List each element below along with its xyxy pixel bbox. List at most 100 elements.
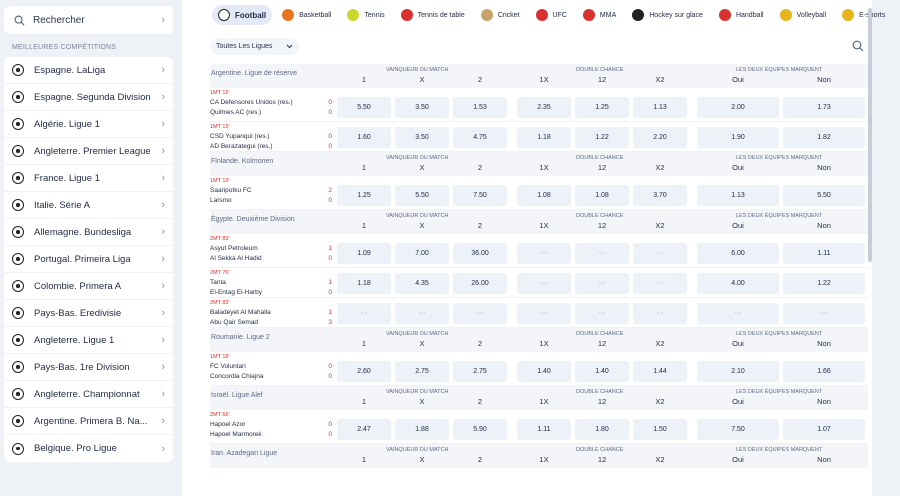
odds-button[interactable]: 3.50 [395, 97, 449, 118]
odds-button[interactable]: 1.09 [337, 243, 391, 264]
sport-tab[interactable]: Tennis [341, 5, 390, 25]
odds-button[interactable]: 2.47 [337, 419, 391, 440]
odds-button[interactable]: 1.18 [337, 273, 391, 294]
odds-button[interactable]: 5.50 [783, 185, 865, 206]
competition-item[interactable]: Belgique. Pro Ligue › [4, 435, 173, 462]
sport-tab[interactable]: Cricket [475, 5, 526, 25]
competition-item[interactable]: Pays-Bas. 1re Division › [4, 354, 173, 381]
scrollbar[interactable] [868, 8, 872, 262]
competition-item[interactable]: Italie. Série A › [4, 192, 173, 219]
match-row[interactable]: 2MT 76' Tanta El-Entag El-Harby 1 0 1.18 4.35 2… [210, 268, 868, 298]
odds-button[interactable]: -.- [337, 303, 391, 324]
sport-tab[interactable]: Volleyball [774, 5, 833, 25]
match-row[interactable]: 2MT 83' Asyut Petroleum Al Sekka Al Hadid 1… [210, 234, 868, 268]
odds-button[interactable]: -.- [783, 303, 865, 324]
odds-button[interactable]: 1.80 [575, 419, 629, 440]
sport-tab[interactable]: E-sports [836, 5, 891, 25]
odds-button[interactable]: 1.22 [783, 273, 865, 294]
competition-item[interactable]: Angleterre. Championnat › [4, 381, 173, 408]
league-name[interactable]: Argentine. Ligue de réserve [211, 70, 297, 77]
odds-button[interactable]: 2.75 [453, 361, 507, 382]
competition-item[interactable]: Colombie. Primera A › [4, 273, 173, 300]
odds-button[interactable]: 1.13 [633, 97, 687, 118]
odds-button[interactable]: 1.22 [575, 127, 629, 148]
sport-tab[interactable]: UFC [530, 5, 573, 25]
odds-button[interactable]: -.- [517, 243, 571, 264]
odds-button[interactable]: 4.75 [453, 127, 507, 148]
competition-item[interactable]: Angleterre. Premier League › [4, 138, 173, 165]
competition-item[interactable]: France. Ligue 1 › [4, 165, 173, 192]
odds-button[interactable]: -.- [633, 243, 687, 264]
odds-button[interactable]: 6.00 [697, 243, 779, 264]
match-row[interactable]: 2MT 82' Baladeyet Al Mahalla Abu Qair Sema… [210, 298, 868, 328]
odds-button[interactable]: 5.90 [453, 419, 507, 440]
competition-item[interactable]: Angleterre. Ligue 1 › [4, 327, 173, 354]
sport-tab[interactable]: Basketball [276, 5, 337, 25]
odds-button[interactable]: 1.66 [783, 361, 865, 382]
odds-button[interactable]: -.- [575, 303, 629, 324]
competition-item[interactable]: Pays-Bas. Eredivisie › [4, 300, 173, 327]
league-name[interactable]: Roumanie. Ligue 2 [211, 334, 270, 341]
sport-tab[interactable]: Tennis de table [395, 5, 471, 25]
odds-button[interactable]: 7.00 [395, 243, 449, 264]
odds-button[interactable]: 2.75 [395, 361, 449, 382]
competition-item[interactable]: Allemagne. Bundesliga › [4, 219, 173, 246]
league-name[interactable]: Israël. Ligue Alef [211, 392, 263, 399]
odds-button[interactable]: 5.50 [395, 185, 449, 206]
competition-item[interactable]: Espagne. Segunda Division › [4, 84, 173, 111]
odds-button[interactable]: 1.07 [783, 419, 865, 440]
odds-button[interactable]: -.- [395, 303, 449, 324]
odds-button[interactable]: 4.35 [395, 273, 449, 294]
odds-button[interactable]: 3.70 [633, 185, 687, 206]
league-select[interactable]: Toutes Les Ligues [210, 37, 299, 55]
odds-button[interactable]: 2.60 [337, 361, 391, 382]
odds-button[interactable]: 1.18 [517, 127, 571, 148]
odds-button[interactable]: 1.08 [517, 185, 571, 206]
competition-item[interactable]: Argentine. Primera B. Na... › [4, 408, 173, 435]
odds-button[interactable]: -.- [575, 243, 629, 264]
league-name[interactable]: Finlande. Kolmonen [211, 158, 274, 165]
odds-button[interactable]: -.- [697, 303, 779, 324]
odds-button[interactable]: 2.00 [697, 97, 779, 118]
odds-button[interactable]: 1.11 [517, 419, 571, 440]
match-row[interactable]: 1MT 15' CA Defensores Unidos (res.) Quilme… [210, 88, 868, 122]
odds-button[interactable]: 1.50 [633, 419, 687, 440]
odds-button[interactable]: 7.50 [697, 419, 779, 440]
odds-button[interactable]: 3.50 [395, 127, 449, 148]
league-name[interactable]: Égypte. Deuxième Division [211, 216, 295, 223]
odds-button[interactable]: 5.50 [337, 97, 391, 118]
odds-button[interactable]: 1.82 [783, 127, 865, 148]
odds-button[interactable]: -.- [575, 273, 629, 294]
odds-button[interactable]: 1.40 [517, 361, 571, 382]
odds-button[interactable]: 4.00 [697, 273, 779, 294]
sport-tab[interactable]: MMA [577, 5, 622, 25]
odds-button[interactable]: 26.00 [453, 273, 507, 294]
odds-button[interactable]: 1.08 [575, 185, 629, 206]
odds-button[interactable]: 1.25 [337, 185, 391, 206]
sport-tab[interactable]: Hockey sur glace [626, 5, 709, 25]
odds-button[interactable]: 1.25 [575, 97, 629, 118]
sidebar-search[interactable]: Rechercher › [4, 6, 173, 34]
match-row[interactable]: 1MT 15' CSD Yupanqui (res.) AD Berazategui… [210, 122, 868, 152]
odds-button[interactable]: 1.11 [783, 243, 865, 264]
competition-item[interactable]: Portugal. Primeira Liga › [4, 246, 173, 273]
odds-button[interactable]: 7.50 [453, 185, 507, 206]
odds-button[interactable]: 36.00 [453, 243, 507, 264]
match-row[interactable]: 1MT 18' FC Voluntari Concordia Chiajna 0 0 2.… [210, 352, 868, 386]
league-name[interactable]: Iran. Azadegan Ligue [211, 450, 278, 457]
odds-button[interactable]: -.- [633, 303, 687, 324]
sport-tab[interactable]: Football [212, 5, 273, 25]
odds-button[interactable]: 2.35 [517, 97, 571, 118]
odds-button[interactable]: 1.13 [697, 185, 779, 206]
odds-button[interactable]: 2.20 [633, 127, 687, 148]
odds-button[interactable]: 1.40 [575, 361, 629, 382]
match-row[interactable]: 1MT 19' Saaripotku FC Larsmo 2 0 1.25 5.50 7.50… [210, 176, 868, 210]
odds-button[interactable]: -.- [517, 273, 571, 294]
odds-button[interactable]: 1.90 [697, 127, 779, 148]
odds-button[interactable]: -.- [633, 273, 687, 294]
odds-button[interactable]: 1.73 [783, 97, 865, 118]
odds-button[interactable]: 1.60 [337, 127, 391, 148]
odds-button[interactable]: -.- [453, 303, 507, 324]
match-row[interactable]: 2MT 66' Hapoel Azor Hapoel Marmorek 0 0 2.47 1… [210, 410, 868, 444]
odds-button[interactable]: 1.53 [453, 97, 507, 118]
